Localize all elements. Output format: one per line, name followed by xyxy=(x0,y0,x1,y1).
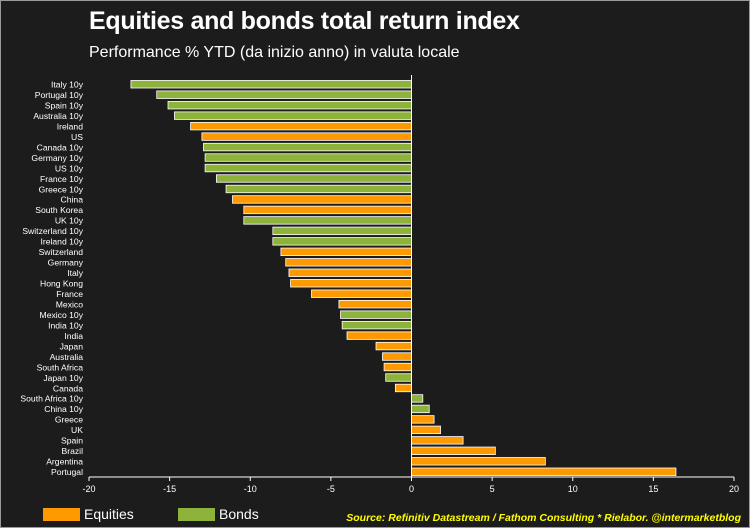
category-label: Mexico xyxy=(56,299,83,309)
category-label: Australia 10y xyxy=(33,111,83,121)
category-label: Switzerland 10y xyxy=(22,226,83,236)
legend-swatch-bonds xyxy=(178,508,215,521)
legend-label-bonds: Bonds xyxy=(219,506,259,522)
bar-greece xyxy=(411,415,435,424)
bar-canada-10y xyxy=(203,142,412,152)
category-label: Ireland 10y xyxy=(40,237,83,247)
legend-swatch-equities xyxy=(43,508,80,521)
category-label: Canada xyxy=(53,383,83,393)
bar-mexico xyxy=(338,300,412,309)
category-label: France 10y xyxy=(40,174,84,184)
category-label: Japan xyxy=(60,341,84,351)
category-label: Ireland xyxy=(57,121,83,131)
bar-mexico-10y xyxy=(340,310,412,319)
bar-ireland xyxy=(190,121,412,131)
bar-japan xyxy=(375,341,412,351)
category-label: India xyxy=(64,331,83,341)
category-label: Germany 10y xyxy=(31,153,83,163)
category-label: US xyxy=(71,132,83,142)
category-label: US 10y xyxy=(55,163,84,173)
bar-ireland-10y xyxy=(272,237,412,246)
category-label: UK 10y xyxy=(55,216,84,226)
category-label: Canada 10y xyxy=(37,142,84,152)
bar-india xyxy=(346,331,412,340)
category-label: Argentina xyxy=(46,457,83,467)
category-label: France xyxy=(56,289,83,299)
bar-south-korea xyxy=(243,205,412,215)
category-label: Hong Kong xyxy=(40,279,83,289)
bar-south-africa-10y xyxy=(411,394,424,403)
bar-germany xyxy=(285,258,412,267)
category-label: India 10y xyxy=(48,320,84,330)
bar-switzerland-10y xyxy=(272,226,412,236)
bar-italy xyxy=(288,268,412,277)
x-tick-label: 10 xyxy=(568,484,578,494)
category-label: China 10y xyxy=(44,404,83,414)
bar-uk xyxy=(411,425,441,435)
bar-south-africa xyxy=(383,362,412,372)
category-label: South Korea xyxy=(35,205,83,215)
category-label: Portugal 10y xyxy=(35,90,84,100)
bar-argentina xyxy=(411,457,546,466)
category-label: Germany xyxy=(48,258,84,268)
bar-us xyxy=(201,132,412,141)
bar-brazil xyxy=(411,446,496,455)
x-tick-label: -5 xyxy=(327,484,335,494)
category-label: Mexico 10y xyxy=(40,310,84,320)
bar-india-10y xyxy=(341,320,412,330)
chart-subtitle: Performance % YTD (da inizio anno) in va… xyxy=(89,44,460,61)
bar-italy-10y xyxy=(130,80,412,89)
category-label: South Africa 10y xyxy=(20,394,83,404)
bar-australia-10y xyxy=(174,111,412,120)
bar-germany-10y xyxy=(204,153,412,162)
category-label: Japan 10y xyxy=(43,373,83,383)
bar-spain xyxy=(411,436,464,445)
x-tick-label: 20 xyxy=(729,484,739,494)
category-label: South Africa xyxy=(37,362,84,372)
bar-japan-10y xyxy=(385,373,412,382)
bar-portugal xyxy=(411,467,677,476)
x-tick-label: -15 xyxy=(163,484,176,494)
bar-canada xyxy=(394,383,412,393)
bar-spain-10y xyxy=(167,101,412,110)
category-label: Italy 10y xyxy=(51,80,84,90)
x-tick-label: -20 xyxy=(82,484,95,494)
bar-australia xyxy=(382,352,412,361)
category-label: China xyxy=(61,195,84,205)
bar-switzerland xyxy=(280,247,412,256)
bar-us-10y xyxy=(204,163,412,173)
bar-greece-10y xyxy=(225,184,412,194)
category-label: Spain xyxy=(61,436,83,446)
x-tick-label: 5 xyxy=(490,484,495,494)
category-label: Greece xyxy=(55,415,83,425)
category-label: UK xyxy=(71,425,83,435)
bar-hong-kong xyxy=(290,279,412,288)
x-tick-label: 0 xyxy=(409,484,414,494)
category-label: Portugal xyxy=(51,467,83,477)
category-label: Greece 10y xyxy=(39,184,84,194)
bar-china xyxy=(232,195,412,204)
bar-france xyxy=(311,289,412,298)
bar-china-10y xyxy=(411,404,430,414)
bar-portugal-10y xyxy=(156,90,412,99)
category-label: Switzerland xyxy=(39,247,84,257)
legend-label-equities: Equities xyxy=(84,506,134,522)
chart-title: Equities and bonds total return index xyxy=(89,7,520,35)
category-label: Australia xyxy=(50,352,84,362)
source-note: Source: Refinitiv Datastream / Fathom Co… xyxy=(346,512,741,524)
category-label: Italy xyxy=(67,268,83,278)
category-label: Spain 10y xyxy=(45,100,84,110)
x-tick-label: 15 xyxy=(648,484,658,494)
x-tick-label: -10 xyxy=(244,484,257,494)
category-label: Brazil xyxy=(62,446,84,456)
bar-uk-10y xyxy=(243,216,412,225)
bar-france-10y xyxy=(215,174,412,183)
